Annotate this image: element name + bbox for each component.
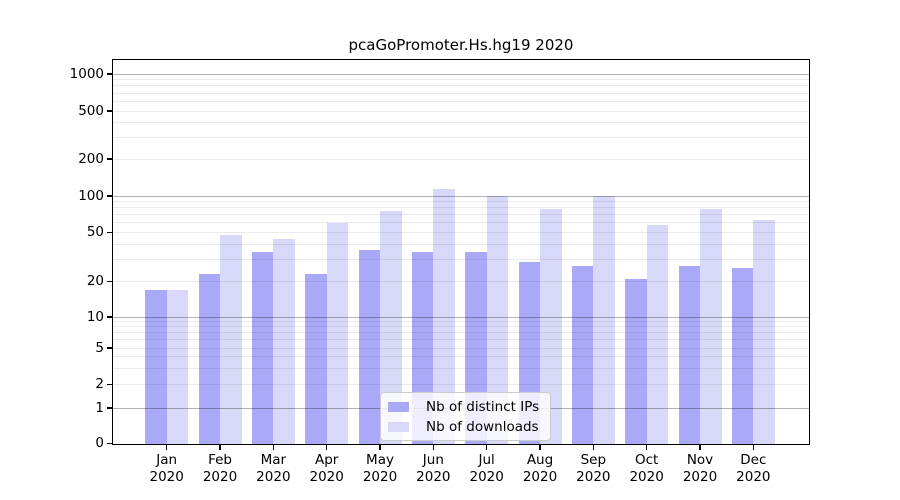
- legend-label-downloads: Nb of downloads: [426, 418, 539, 435]
- x-tick-label: Oct 2020: [629, 452, 664, 485]
- y-tick-mark: [107, 231, 112, 234]
- minor-gridline: [112, 92, 810, 94]
- bar-downloads: [753, 220, 775, 445]
- minor-gridline: [112, 85, 810, 87]
- bar-downloads: [380, 211, 402, 445]
- y-tick-label: 500: [78, 102, 104, 119]
- x-tick-label: Apr 2020: [309, 452, 344, 485]
- bar-distinct-ips: [571, 265, 594, 445]
- minor-gridline: [112, 207, 810, 209]
- bar-downloads: [326, 222, 349, 445]
- x-tick-label: May 2020: [362, 452, 398, 485]
- x-tick-mark: [539, 445, 541, 450]
- y-tick-label: 2: [95, 376, 104, 392]
- x-tick-mark: [592, 445, 595, 450]
- y-tick-label: 0: [95, 435, 104, 451]
- x-tick-label: Jan 2020: [149, 452, 184, 485]
- x-tick-label: Feb 2020: [202, 452, 238, 485]
- legend-item-distinct-ips: Nb of distinct IPs: [388, 398, 539, 415]
- minor-gridline: [112, 79, 810, 81]
- y-tick-mark: [107, 407, 112, 409]
- major-gridline: [112, 73, 810, 75]
- bar-downloads: [593, 196, 615, 445]
- y-tick-mark: [107, 316, 112, 318]
- x-tick-mark: [219, 445, 221, 450]
- x-tick-mark: [645, 445, 648, 450]
- x-tick-mark: [432, 445, 435, 450]
- bar-downloads: [486, 195, 509, 445]
- bar-distinct-ips: [731, 267, 754, 445]
- y-tick-label: 10: [86, 308, 104, 325]
- y-tick-mark: [107, 158, 112, 160]
- legend-item-downloads: Nb of downloads: [388, 418, 539, 435]
- bar-distinct-ips: [625, 278, 647, 445]
- minor-gridline: [112, 100, 810, 102]
- bar-downloads: [166, 289, 189, 445]
- x-tick-label: Nov 2020: [682, 452, 718, 485]
- x-tick-mark: [752, 445, 755, 450]
- x-tick-mark: [485, 445, 488, 450]
- bar-distinct-ips: [358, 250, 380, 445]
- y-tick-mark: [107, 195, 112, 197]
- minor-gridline: [112, 201, 810, 203]
- y-tick-label: 1: [95, 399, 104, 416]
- x-tick-label: Dec 2020: [736, 452, 771, 485]
- major-gridline: [112, 195, 810, 197]
- x-tick-mark: [272, 445, 275, 450]
- y-tick-label: 50: [86, 224, 104, 240]
- x-tick-label: Jun 2020: [416, 452, 451, 485]
- minor-gridline: [112, 158, 810, 160]
- bar-distinct-ips: [251, 251, 274, 445]
- chart-title: pcaGoPromoter.Hs.hg19 2020: [348, 36, 574, 54]
- legend: Nb of distinct IPs Nb of downloads: [380, 392, 552, 441]
- bar-distinct-ips: [145, 289, 167, 445]
- bar-downloads: [700, 209, 722, 445]
- x-tick-mark: [325, 445, 328, 450]
- legend-label-distinct-ips: Nb of distinct IPs: [426, 398, 540, 415]
- plot-area: Nb of distinct IPs Nb of downloads: [112, 59, 810, 445]
- x-tick-label: Jul 2020: [469, 452, 504, 485]
- y-tick-mark: [107, 110, 112, 112]
- y-tick-mark: [107, 383, 112, 386]
- x-tick-label: Mar 2020: [256, 452, 291, 485]
- x-tick-mark: [379, 445, 381, 450]
- x-tick-mark: [166, 445, 168, 450]
- bar-downloads: [540, 209, 562, 445]
- bar-distinct-ips: [305, 274, 327, 445]
- y-tick-label: 200: [78, 150, 104, 167]
- y-tick-mark: [107, 280, 112, 283]
- x-tick-mark: [699, 445, 701, 450]
- bar-downloads: [273, 239, 295, 445]
- y-tick-mark: [107, 442, 112, 445]
- legend-swatch-distinct-ips: [388, 401, 409, 412]
- bar-distinct-ips: [678, 265, 700, 445]
- y-tick-label: 1000: [69, 65, 104, 82]
- bar-downloads: [220, 234, 242, 445]
- x-tick-label: Sep 2020: [576, 452, 611, 485]
- bar-downloads: [646, 224, 669, 445]
- y-tick-mark: [107, 347, 112, 349]
- y-tick-label: 20: [86, 273, 104, 289]
- minor-gridline: [112, 110, 810, 112]
- y-tick-label: 100: [78, 187, 104, 204]
- bar-downloads: [433, 188, 455, 445]
- minor-gridline: [112, 122, 810, 124]
- y-tick-mark: [107, 73, 112, 75]
- minor-gridline: [112, 137, 810, 139]
- bar-distinct-ips: [198, 274, 220, 445]
- x-tick-label: Aug 2020: [522, 452, 558, 485]
- legend-swatch-downloads: [388, 421, 409, 432]
- y-tick-label: 5: [95, 339, 104, 356]
